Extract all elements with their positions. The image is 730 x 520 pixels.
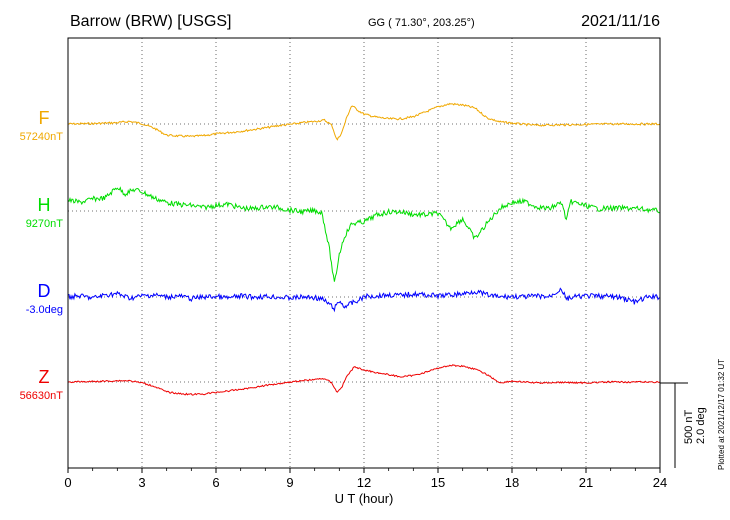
x-tick-label: 0 xyxy=(64,475,71,490)
x-tick-label: 6 xyxy=(212,475,219,490)
series-baseline-value-z: 56630nT xyxy=(20,390,64,402)
series-baseline-value-d: -3.0deg xyxy=(26,304,63,316)
series-line-h xyxy=(67,186,661,282)
series-name-h: H xyxy=(38,195,51,215)
x-tick-label: 12 xyxy=(357,475,371,490)
scale-bar-label-nt: 500 nT xyxy=(683,409,695,444)
scale-bar: 500 nT 2.0 deg xyxy=(660,382,707,468)
x-tick-label: 24 xyxy=(653,475,667,490)
series-name-z: Z xyxy=(39,367,50,387)
series-line-f xyxy=(67,102,661,141)
series-name-f: F xyxy=(39,108,50,128)
x-tick-label: 3 xyxy=(138,475,145,490)
series-name-d: D xyxy=(38,281,51,301)
plotted-timestamp: Plotted at 2021/12/17 01:32 UT xyxy=(717,359,726,470)
x-axis: 0 3 6 9 12 15 18 21 24 xyxy=(64,468,667,490)
grid-lines xyxy=(68,38,660,468)
x-tick-label: 18 xyxy=(505,475,519,490)
x-tick-label: 21 xyxy=(579,475,593,490)
scale-bar-label-deg: 2.0 deg xyxy=(695,407,707,444)
series-line-z xyxy=(67,364,661,396)
series-layer xyxy=(67,102,661,396)
x-tick-label: 9 xyxy=(286,475,293,490)
chart-date: 2021/11/16 xyxy=(581,13,660,30)
series-line-d xyxy=(67,287,661,313)
series-baseline-value-f: 57240nT xyxy=(20,131,64,143)
chart-title: Barrow (BRW) [USGS] xyxy=(70,13,232,30)
x-tick-label: 15 xyxy=(431,475,445,490)
series-baseline-value-h: 9270nT xyxy=(26,218,64,230)
series-labels: F 57240nT H 9270nT D -3.0deg Z 56630nT xyxy=(20,108,64,402)
station-coordinates: GG ( 71.30°, 203.25°) xyxy=(368,17,475,29)
x-axis-label: U T (hour) xyxy=(335,491,394,506)
